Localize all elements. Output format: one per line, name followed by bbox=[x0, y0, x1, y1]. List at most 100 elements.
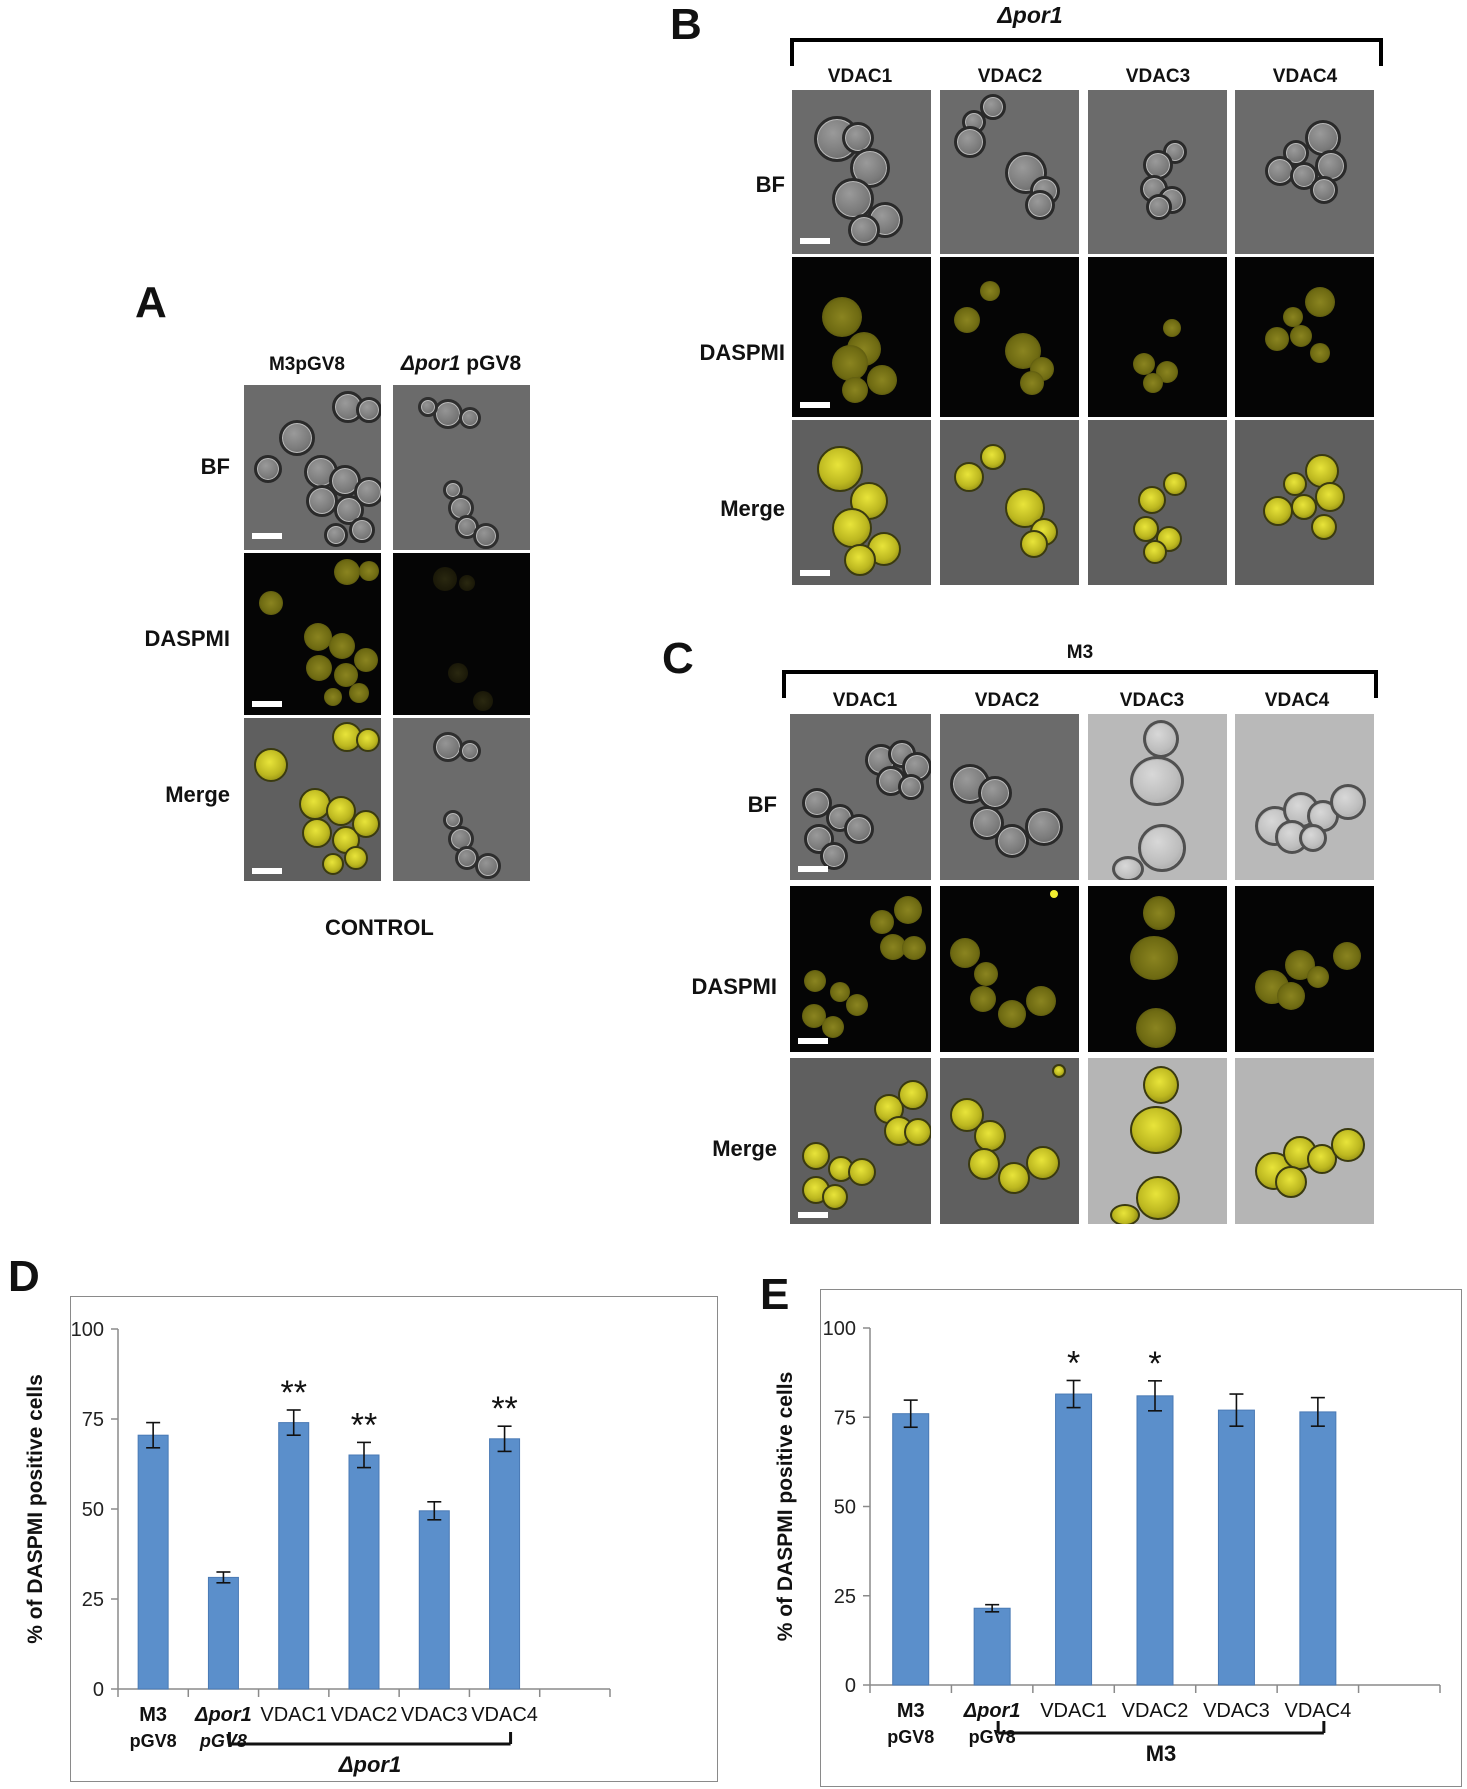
chart-d-frame bbox=[70, 1296, 718, 1782]
panel-c-row-label-daspmi: DASPMI bbox=[691, 974, 777, 999]
panel-b-header-text: Δpor1 bbox=[997, 2, 1063, 28]
scale-bar bbox=[252, 701, 282, 707]
micrograph-c-bf-vdac4 bbox=[1235, 714, 1374, 880]
micrograph-c-merge-vdac4 bbox=[1235, 1058, 1374, 1224]
bar bbox=[418, 1510, 450, 1690]
y-tick-label: 75 bbox=[82, 1409, 104, 1431]
x-tick-label: Δpor1 bbox=[963, 1700, 1021, 1722]
panel-a-row-label-daspmi: DASPMI bbox=[144, 626, 230, 651]
micrograph-c-merge-vdac1 bbox=[790, 1058, 931, 1224]
x-tick-label: VDAC4 bbox=[471, 1704, 538, 1726]
x-tick-label: VDAC2 bbox=[1122, 1700, 1189, 1722]
panel-b-col-vdac2: VDAC2 bbox=[977, 66, 1043, 87]
significance-marker: * bbox=[1067, 1344, 1080, 1382]
significance-marker: ** bbox=[280, 1374, 306, 1412]
micrograph-c-merge-vdac2 bbox=[940, 1058, 1079, 1224]
x-tick-label-line2: pGV8 bbox=[199, 1731, 247, 1751]
x-tick-label: M3 bbox=[897, 1700, 925, 1722]
y-tick-label: 25 bbox=[834, 1586, 856, 1608]
panel-c-header: M3 bbox=[1066, 642, 1094, 663]
panel-b-row-label-bf: BF bbox=[755, 172, 785, 197]
y-axis-label: % of DASPMI positive cells bbox=[24, 1374, 47, 1644]
scale-bar bbox=[800, 570, 830, 576]
scale-bar bbox=[798, 1038, 828, 1044]
micrograph-b-bf-vdac2 bbox=[940, 90, 1079, 254]
micrograph-a-merge-m3 bbox=[244, 718, 381, 881]
micrograph-b-daspmi-vdac4 bbox=[1235, 257, 1374, 417]
panel-b-col-vdac1: VDAC1 bbox=[827, 66, 893, 87]
x-tick-label: VDAC3 bbox=[401, 1704, 468, 1726]
panel-a-row-label-bf: BF bbox=[200, 454, 230, 479]
panel-a-col-label-2-text: pGV8 bbox=[466, 352, 522, 375]
y-tick-label: 100 bbox=[71, 1319, 104, 1341]
micrograph-c-bf-vdac3 bbox=[1088, 714, 1227, 880]
micrograph-a-merge-dpor1 bbox=[393, 718, 530, 881]
panel-c-col-vdac1: VDAC1 bbox=[832, 690, 898, 711]
micrograph-b-bf-vdac3 bbox=[1088, 90, 1227, 254]
micrograph-c-daspmi-vdac3 bbox=[1088, 886, 1227, 1052]
panel-letter-d: D bbox=[8, 1252, 40, 1301]
bar bbox=[1136, 1395, 1174, 1686]
bar bbox=[137, 1434, 169, 1690]
panel-c-col-vdac2: VDAC2 bbox=[974, 690, 1040, 711]
y-tick-label: 75 bbox=[834, 1407, 856, 1429]
x-tick-label: Δpor1 bbox=[194, 1704, 252, 1726]
scale-bar bbox=[798, 866, 828, 872]
y-tick-label: 50 bbox=[82, 1499, 104, 1521]
micrograph-c-bf-vdac2 bbox=[940, 714, 1079, 880]
panel-b-row-label-daspmi: DASPMI bbox=[699, 340, 785, 365]
micrograph-c-daspmi-vdac4 bbox=[1235, 886, 1374, 1052]
group-label: Δpor1 bbox=[338, 1752, 401, 1777]
panel-b-row-label-merge: Merge bbox=[720, 496, 785, 521]
panel-a-col-label-2-italic: Δpor1 bbox=[400, 352, 461, 375]
panel-b-bracket bbox=[790, 38, 1383, 66]
y-tick-label: 0 bbox=[845, 1675, 856, 1697]
micrograph-b-merge-vdac4 bbox=[1235, 420, 1374, 585]
panel-c-col-vdac3: VDAC3 bbox=[1119, 690, 1185, 711]
micrograph-a-bf-dpor1 bbox=[393, 385, 530, 550]
micrograph-b-bf-vdac4 bbox=[1235, 90, 1374, 254]
panel-letter-b: B bbox=[670, 0, 702, 49]
x-tick-label: VDAC2 bbox=[331, 1704, 398, 1726]
bar bbox=[1217, 1409, 1255, 1686]
panel-letter-c: C bbox=[662, 634, 694, 683]
x-tick-label-line2: pGV8 bbox=[130, 1731, 177, 1751]
bar bbox=[1055, 1393, 1093, 1686]
micrograph-b-daspmi-vdac3 bbox=[1088, 257, 1227, 417]
y-tick-label: 0 bbox=[93, 1679, 104, 1701]
y-tick-label: 50 bbox=[834, 1497, 856, 1519]
panel-c-row-label-merge: Merge bbox=[712, 1136, 777, 1161]
micrograph-c-daspmi-vdac1 bbox=[790, 886, 931, 1052]
panel-letter-a: A bbox=[135, 278, 167, 327]
x-tick-label: VDAC1 bbox=[260, 1704, 327, 1726]
micrograph-c-daspmi-vdac2 bbox=[940, 886, 1079, 1052]
panel-c-row-label-bf: BF bbox=[747, 792, 777, 817]
significance-marker: * bbox=[1148, 1345, 1161, 1383]
micrograph-a-daspmi-dpor1 bbox=[393, 553, 530, 715]
bar bbox=[348, 1454, 380, 1690]
micrograph-a-bf-m3 bbox=[244, 385, 381, 550]
micrograph-b-merge-vdac3 bbox=[1088, 420, 1227, 585]
micrograph-b-daspmi-vdac1 bbox=[792, 257, 931, 417]
panel-a-row-label-merge: Merge bbox=[165, 782, 230, 807]
x-tick-label: VDAC4 bbox=[1285, 1700, 1352, 1722]
y-tick-label: 100 bbox=[823, 1318, 856, 1340]
panel-c-bracket bbox=[782, 670, 1378, 698]
scale-bar bbox=[252, 533, 282, 539]
scale-bar bbox=[800, 402, 830, 408]
panel-a-caption: CONTROL bbox=[325, 915, 434, 940]
bar bbox=[1299, 1411, 1337, 1686]
y-tick-label: 25 bbox=[82, 1589, 104, 1611]
bar bbox=[973, 1607, 1011, 1686]
scale-bar bbox=[800, 238, 830, 244]
micrograph-b-daspmi-vdac2 bbox=[940, 257, 1079, 417]
panel-a-col-label-1: M3pGV8 bbox=[268, 354, 346, 375]
panel-c-col-vdac4: VDAC4 bbox=[1264, 690, 1330, 711]
panel-letter-e: E bbox=[760, 1270, 790, 1319]
x-tick-label-line2: pGV8 bbox=[887, 1727, 934, 1747]
micrograph-b-bf-vdac1 bbox=[792, 90, 931, 254]
micrograph-b-merge-vdac2 bbox=[940, 420, 1079, 585]
x-tick-label: VDAC3 bbox=[1203, 1700, 1270, 1722]
